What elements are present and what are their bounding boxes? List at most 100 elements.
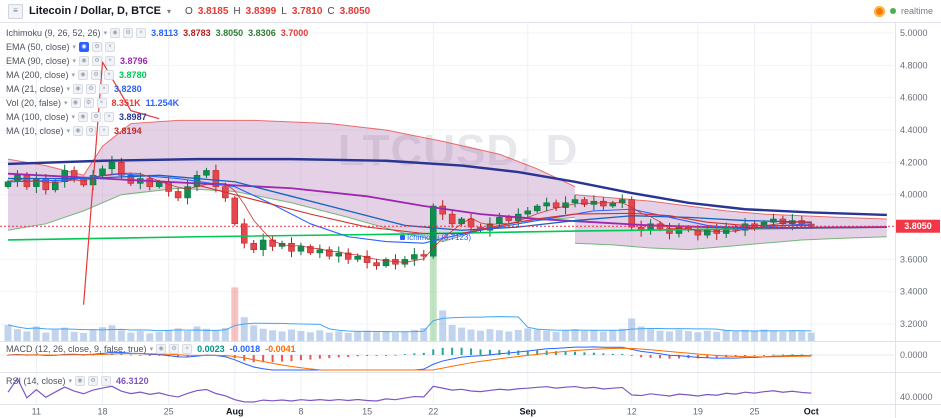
close-icon[interactable]: ×: [99, 126, 110, 136]
indicator-name[interactable]: MA (10, close): [6, 126, 64, 136]
settings-icon[interactable]: ⚙: [92, 56, 103, 66]
price-chart-canvas[interactable]: 5.0000 4.8000 4.6000 4.4000 4.2000 4.0000 3.80…: [0, 23, 941, 418]
symbol-title[interactable]: Litecoin / Dollar, D, BTCE: [29, 5, 162, 17]
settings-icon[interactable]: ⚙: [83, 98, 94, 108]
settings-icon[interactable]: ⚙: [91, 112, 102, 122]
svg-text:4.4000: 4.4000: [900, 125, 928, 135]
close-icon[interactable]: ×: [105, 56, 116, 66]
symbol-icon[interactable]: ≡: [8, 3, 23, 19]
indicator-value: 3.8987: [119, 112, 147, 122]
indicator-value: 3.8780: [119, 70, 147, 80]
svg-text:40.0000: 40.0000: [900, 392, 933, 402]
visibility-icon[interactable]: ◉: [110, 28, 121, 38]
close-icon[interactable]: ×: [105, 42, 116, 52]
svg-text:4.6000: 4.6000: [900, 93, 928, 103]
indicator-value: 11.254K: [145, 98, 180, 108]
main-pane: [4, 61, 887, 341]
indicator-name[interactable]: MA (100, close): [6, 112, 69, 122]
chevron-down-icon[interactable]: ▾: [66, 128, 71, 135]
open-value: 3.8185: [197, 5, 229, 17]
chevron-down-icon[interactable]: ▾: [72, 58, 77, 65]
chevron-down-icon[interactable]: ▾: [149, 346, 154, 353]
indicator-name[interactable]: MA (200, close): [6, 70, 69, 80]
indicator-value: 0.0023: [197, 344, 225, 354]
settings-icon[interactable]: ⚙: [86, 84, 97, 94]
close-icon[interactable]: ×: [136, 28, 147, 38]
visibility-icon[interactable]: ◉: [79, 56, 90, 66]
close-label: C: [327, 5, 335, 17]
settings-icon[interactable]: ⚙: [91, 70, 102, 80]
visibility-icon[interactable]: ◉: [79, 42, 90, 52]
alert-icon[interactable]: [873, 5, 885, 17]
macd-legend-row: MACD (12, 26, close, 9, false, true) ▾ ◉ ⚙ ×…: [6, 344, 296, 354]
price-axis[interactable]: 5.0000 4.8000 4.6000 4.4000 4.2000 4.0000 3.80…: [900, 28, 933, 402]
chevron-down-icon[interactable]: ▾: [103, 30, 108, 37]
indicator-value: 46.3120: [116, 376, 149, 386]
ichimoku-value-text: Ichimoku (3.7123): [407, 233, 472, 242]
indicator-value: 8.351K: [111, 98, 141, 108]
indicator-name[interactable]: EMA (90, close): [6, 56, 70, 66]
legend-row: EMA (50, close) ▾ ◉ ⚙ ×: [6, 40, 308, 54]
indicator-name[interactable]: Vol (20, false): [6, 98, 62, 108]
macd-pane: [0, 346, 894, 371]
close-icon[interactable]: ×: [96, 98, 107, 108]
settings-icon[interactable]: ⚙: [86, 126, 97, 136]
close-value: 3.8050: [339, 5, 371, 17]
visibility-icon[interactable]: ◉: [70, 98, 81, 108]
indicator-name[interactable]: MACD (12, 26, close, 9, false, true): [6, 344, 147, 354]
indicator-value: 3.8796: [120, 56, 148, 66]
indicator-name[interactable]: RSI (14, close): [6, 376, 66, 386]
svg-text:18: 18: [97, 407, 107, 417]
last-price-tag: 3.8050: [896, 219, 940, 233]
chevron-down-icon[interactable]: ▾: [167, 6, 172, 16]
high-value: 3.8399: [245, 5, 277, 17]
svg-text:Aug: Aug: [226, 407, 244, 417]
realtime-dot-icon: [889, 8, 896, 14]
visibility-icon[interactable]: ◉: [75, 376, 86, 386]
watermark: LTCUSD, D: [338, 126, 579, 175]
indicator-value: 3.8194: [114, 126, 142, 136]
close-icon[interactable]: ×: [99, 84, 110, 94]
chevron-down-icon[interactable]: ▾: [71, 72, 76, 79]
svg-text:12: 12: [627, 407, 637, 417]
indicator-value: -0.0041: [265, 344, 296, 354]
close-icon[interactable]: ×: [182, 344, 193, 354]
visibility-icon[interactable]: ◉: [78, 70, 89, 80]
svg-text:3.6000: 3.6000: [900, 254, 928, 264]
chevron-down-icon[interactable]: ▾: [66, 86, 71, 93]
svg-text:15: 15: [362, 407, 372, 417]
svg-text:4.8000: 4.8000: [900, 60, 928, 70]
chevron-down-icon[interactable]: ▾: [68, 378, 73, 385]
chevron-down-icon[interactable]: ▾: [72, 44, 77, 51]
close-icon[interactable]: ×: [101, 376, 112, 386]
indicator-name[interactable]: Ichimoku (9, 26, 52, 26): [6, 28, 101, 38]
indicator-name[interactable]: EMA (50, close): [6, 42, 70, 52]
svg-text:25: 25: [164, 407, 174, 417]
visibility-icon[interactable]: ◉: [156, 344, 167, 354]
visibility-icon[interactable]: ◉: [73, 126, 84, 136]
time-axis[interactable]: 11 18 25 Aug 8 15 22 Sep 12 19 25 Oct: [32, 407, 819, 417]
close-icon[interactable]: ×: [104, 112, 115, 122]
chevron-down-icon[interactable]: ▾: [71, 114, 76, 121]
indicator-name[interactable]: MA (21, close): [6, 84, 64, 94]
low-value: 3.7810: [291, 5, 323, 17]
close-icon[interactable]: ×: [104, 70, 115, 80]
visibility-icon[interactable]: ◉: [78, 112, 89, 122]
settings-icon[interactable]: ⚙: [123, 28, 134, 38]
svg-text:8: 8: [298, 407, 303, 417]
svg-text:Oct: Oct: [804, 407, 819, 417]
indicator-value: 3.8280: [114, 84, 142, 94]
visibility-icon[interactable]: ◉: [73, 84, 84, 94]
legend-row: MA (100, close) ▾ ◉ ⚙ × 3.8987: [6, 110, 308, 124]
settings-icon[interactable]: ⚙: [88, 376, 99, 386]
indicator-value: 3.8113: [151, 28, 179, 38]
legend-row: MA (21, close) ▾ ◉ ⚙ × 3.8280: [6, 82, 308, 96]
settings-icon[interactable]: ⚙: [92, 42, 103, 52]
chevron-down-icon[interactable]: ▾: [64, 100, 68, 107]
svg-text:Sep: Sep: [519, 407, 536, 417]
low-label: L: [281, 5, 287, 17]
settings-icon[interactable]: ⚙: [169, 344, 180, 354]
svg-text:19: 19: [693, 407, 703, 417]
open-label: O: [185, 5, 193, 17]
